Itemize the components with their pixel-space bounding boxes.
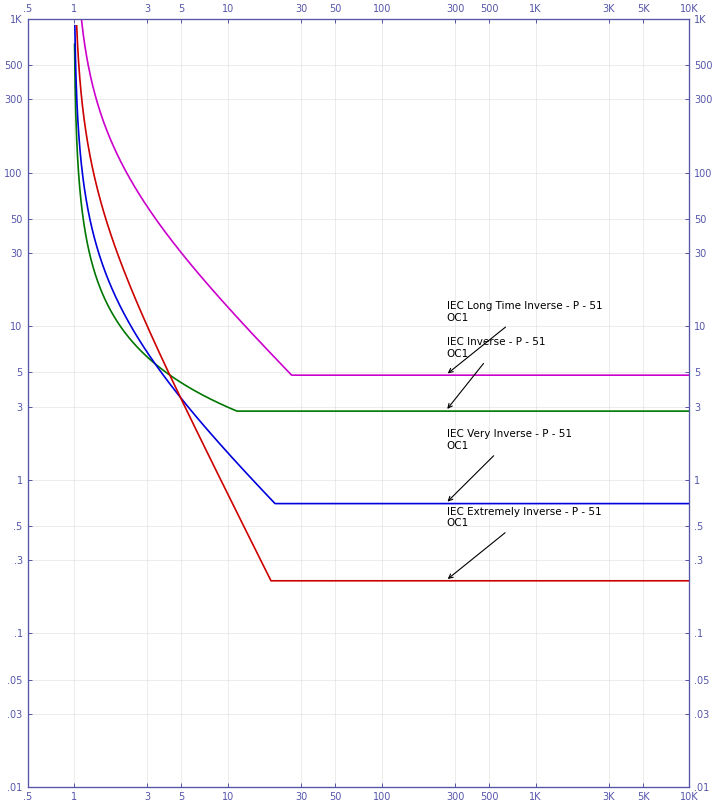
Text: IEC Inverse - P - 51
OC1: IEC Inverse - P - 51 OC1 [447,337,546,408]
Text: IEC Very Inverse - P - 51
OC1: IEC Very Inverse - P - 51 OC1 [447,430,571,501]
Text: IEC Extremely Inverse - P - 51
OC1: IEC Extremely Inverse - P - 51 OC1 [447,507,602,578]
Text: IEC Long Time Inverse - P - 51
OC1: IEC Long Time Inverse - P - 51 OC1 [447,301,602,372]
